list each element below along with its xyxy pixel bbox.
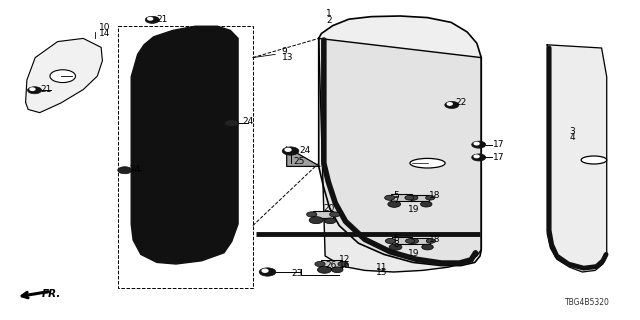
Text: 23: 23 [291,269,303,278]
Circle shape [259,268,276,276]
Circle shape [472,154,486,161]
Circle shape [472,141,486,148]
Text: 24: 24 [300,146,311,155]
Text: 14: 14 [99,29,111,38]
Text: 17: 17 [493,140,504,149]
Circle shape [282,147,299,155]
Circle shape [338,261,348,267]
Text: TBG4B5320: TBG4B5320 [565,298,610,307]
Text: 25: 25 [293,157,305,166]
Text: 1: 1 [326,9,332,18]
Polygon shape [547,45,607,272]
Circle shape [385,195,395,200]
Polygon shape [131,26,238,264]
Circle shape [389,244,402,250]
Ellipse shape [581,156,607,164]
Text: 10: 10 [99,23,111,32]
Bar [392,237,412,244]
Polygon shape [319,38,481,272]
Circle shape [262,269,268,272]
Text: 12: 12 [339,255,351,264]
Text: 6: 6 [394,234,399,243]
Circle shape [420,201,432,207]
Text: 21: 21 [157,15,168,24]
Circle shape [330,212,340,217]
Circle shape [317,266,332,273]
Text: 20: 20 [323,204,335,213]
Polygon shape [319,16,481,266]
Circle shape [474,142,479,145]
Text: 24: 24 [242,117,253,126]
Circle shape [225,120,239,127]
Circle shape [408,195,418,200]
Circle shape [474,155,479,158]
Text: 2: 2 [326,16,332,25]
Bar [412,238,429,244]
Circle shape [50,70,76,83]
Circle shape [426,196,435,200]
Circle shape [405,196,414,200]
Circle shape [445,101,459,108]
Text: 8: 8 [394,240,399,249]
Text: 19: 19 [408,205,420,214]
Circle shape [324,218,336,224]
Ellipse shape [410,158,445,168]
Text: 19: 19 [408,249,420,258]
Text: 3: 3 [570,127,575,136]
Polygon shape [287,147,320,166]
Circle shape [447,103,452,105]
Circle shape [148,18,153,20]
Bar [313,211,333,218]
Text: 9: 9 [282,47,287,56]
Text: 4: 4 [570,133,575,142]
Text: 26: 26 [325,261,337,270]
Text: 13: 13 [282,53,293,62]
Bar [321,260,342,268]
Circle shape [385,238,396,244]
Circle shape [28,87,42,94]
Circle shape [309,217,323,224]
Text: FR.: FR. [42,289,61,299]
Text: 22: 22 [456,98,467,107]
Circle shape [285,148,291,151]
Circle shape [315,261,325,267]
Text: 16: 16 [339,261,351,270]
Circle shape [307,212,317,217]
Circle shape [332,267,343,273]
Text: 7: 7 [394,196,399,205]
Circle shape [408,238,419,244]
Text: 18: 18 [429,191,440,200]
Text: 21: 21 [40,85,52,94]
Text: 18: 18 [429,235,440,244]
Text: 5: 5 [394,191,399,200]
Text: 24: 24 [129,165,141,174]
Circle shape [30,88,35,91]
Bar [391,194,412,201]
Text: 15: 15 [376,268,388,277]
Circle shape [406,239,415,243]
Bar [411,195,429,201]
Circle shape [118,167,132,174]
Text: 17: 17 [493,153,504,162]
Circle shape [388,201,401,207]
Circle shape [426,239,435,243]
Circle shape [145,16,159,23]
Text: 11: 11 [376,263,388,272]
Polygon shape [26,38,102,113]
Circle shape [422,244,433,250]
